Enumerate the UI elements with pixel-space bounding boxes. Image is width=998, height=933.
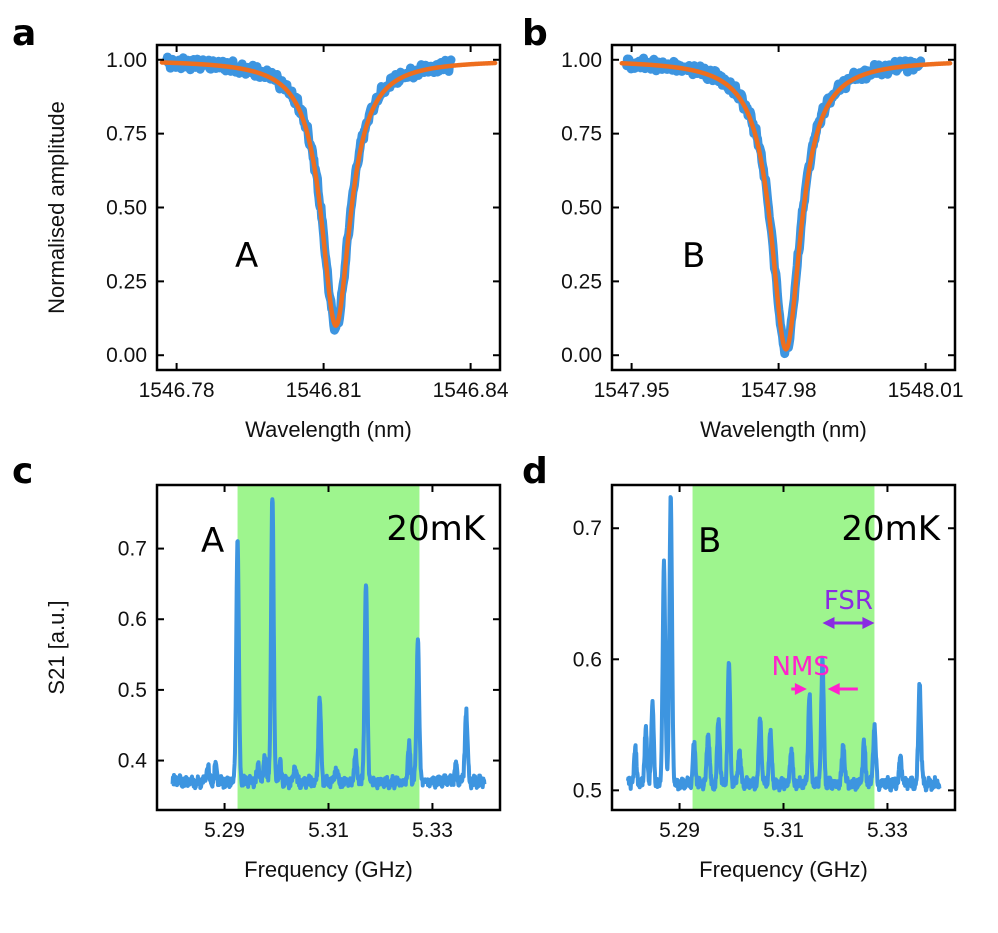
x-tick-label: 5.29 [659, 819, 700, 842]
nms-label: NMS [771, 652, 829, 682]
y-tick-label: 0.75 [561, 123, 602, 146]
fit-curve [159, 60, 498, 328]
fsr-label: FSR [824, 586, 873, 616]
y-tick-label: 0.25 [106, 270, 147, 293]
x-tick-label: 1547.98 [741, 379, 817, 402]
x-tick-label: 1546.81 [286, 379, 362, 402]
resonance-label: A [201, 521, 224, 561]
x-axis-label: Frequency (GHz) [244, 857, 413, 882]
panel-d: 5.29 5.31 5.33 0.5 0.6 0.7 Frequency (GHz) B 20m… [573, 483, 957, 882]
panel-label-d: d [522, 451, 548, 492]
x-tick-label: 1547.95 [594, 379, 670, 402]
y-tick-label: 0.50 [106, 197, 147, 220]
y-tick-label: 1.00 [561, 49, 602, 72]
fit-curve [619, 61, 953, 352]
temperature-label: 20mK [841, 509, 941, 549]
panel-a: 1546.78 1546.81 1546.84 0.00 0.25 0.50 0.75 1.0… [44, 43, 509, 442]
panel-label-b: b [522, 13, 548, 54]
nms-arrow-left-head [794, 683, 807, 695]
x-tick-label: 1548.01 [888, 379, 964, 402]
panel-c: 5.29 5.31 5.33 0.4 0.5 0.6 0.7 Frequency (GHz) S… [44, 483, 502, 882]
y-tick-label: 0.4 [118, 750, 148, 773]
x-tick-label: 1546.78 [139, 379, 215, 402]
x-axis-label: Wavelength (nm) [245, 417, 412, 442]
x-axis-label: Wavelength (nm) [700, 417, 867, 442]
x-tick-label: 5.29 [204, 819, 245, 842]
panel-label-c: c [12, 451, 33, 492]
y-tick-label: 0.6 [573, 648, 602, 671]
y-tick-label: 0.7 [118, 538, 147, 561]
y-tick-label: 1.00 [106, 49, 147, 72]
temperature-label: 20mK [386, 509, 486, 549]
resonance-label: B [682, 236, 705, 276]
x-axis-label: Frequency (GHz) [699, 857, 868, 882]
x-tick-label: 5.33 [412, 819, 453, 842]
y-tick-label: 0.7 [573, 517, 602, 540]
y-tick-label: 0.50 [561, 197, 602, 220]
data-curve [622, 53, 926, 359]
x-tick-label: 1546.84 [433, 379, 509, 402]
data-trace [170, 497, 487, 791]
resonance-label: B [698, 521, 721, 561]
panel-b: 1547.95 1547.98 1548.01 0.00 0.25 0.50 0.75 1.0… [561, 43, 964, 442]
fsr-arrow-head-right [862, 617, 875, 629]
nms-arrow-right-head [827, 683, 840, 695]
y-tick-label: 0.5 [573, 779, 602, 802]
axes-frame [155, 43, 502, 372]
x-tick-label: 5.31 [308, 819, 349, 842]
y-tick-label: 0.00 [561, 344, 602, 367]
data-trace [625, 495, 942, 793]
data-curve [162, 52, 456, 335]
resonance-label: A [235, 236, 258, 276]
y-tick-label: 0.5 [118, 679, 147, 702]
y-axis-label: Normalised amplitude [44, 101, 69, 314]
y-tick-label: 0.75 [106, 123, 147, 146]
fsr-arrow-head-left [822, 617, 835, 629]
y-tick-label: 0.6 [118, 608, 147, 631]
x-tick-label: 5.33 [867, 819, 908, 842]
y-tick-label: 0.25 [561, 270, 602, 293]
y-axis-label: S21 [a.u.] [44, 600, 69, 694]
y-tick-label: 0.00 [106, 344, 147, 367]
panel-label-a: a [12, 13, 36, 54]
x-tick-label: 5.31 [763, 819, 804, 842]
